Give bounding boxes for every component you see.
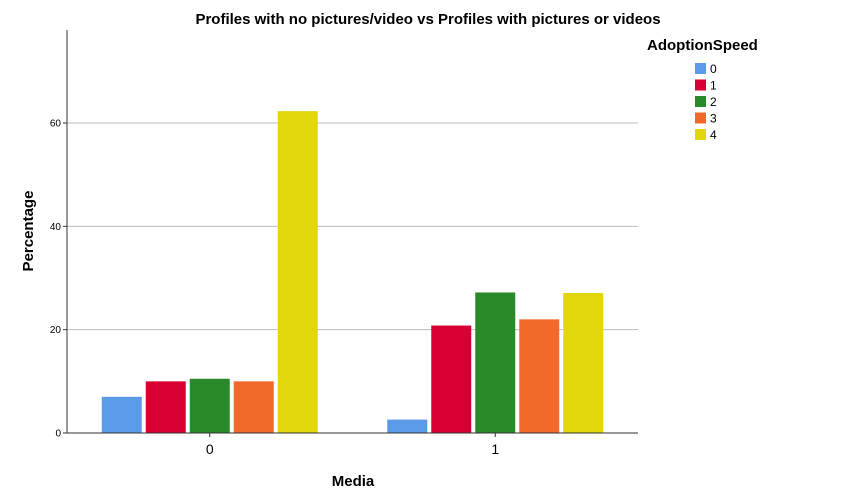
legend-label: 2 <box>710 95 717 109</box>
legend: AdoptionSpeed 0 1 2 3 4 <box>647 37 758 142</box>
legend-swatch <box>695 112 706 124</box>
bar-media-0-speed-2 <box>189 378 230 433</box>
bar-media-0-speed-0 <box>101 396 142 433</box>
legend-label: 4 <box>710 128 717 142</box>
legend-swatch <box>695 96 706 107</box>
bar-media-1-speed-3 <box>519 319 560 433</box>
legend-label: 1 <box>710 79 717 93</box>
x-axis-label: Media <box>332 473 375 490</box>
y-axis-label: Percentage <box>20 191 37 272</box>
y-tick-label: 40 <box>50 222 62 233</box>
legend-swatch <box>695 79 706 91</box>
y-tick-label: 60 <box>50 119 62 130</box>
legend-title: AdoptionSpeed <box>647 37 758 54</box>
bar-media-0-speed-1 <box>145 381 186 433</box>
legend-swatch <box>695 63 706 74</box>
bar-media-0-speed-4 <box>277 111 318 433</box>
legend-label: 0 <box>710 62 717 76</box>
bar-media-1-speed-4 <box>563 292 604 433</box>
y-axis-ticks: 0 20 40 60 <box>50 119 67 440</box>
bar-media-0-speed-3 <box>233 381 274 433</box>
y-tick-label: 0 <box>55 429 61 440</box>
legend-label: 3 <box>710 112 717 126</box>
gridlines <box>67 122 638 331</box>
bar-media-1-speed-0 <box>387 419 428 433</box>
chart-title: Profiles with no pictures/video vs Profi… <box>195 11 660 28</box>
x-tick-label: 0 <box>206 441 214 457</box>
x-tick-label: 1 <box>491 441 499 457</box>
legend-swatch <box>695 129 706 140</box>
bars <box>101 111 604 433</box>
bar-media-1-speed-1 <box>431 325 472 433</box>
y-tick-label: 20 <box>50 325 62 336</box>
bar-media-1-speed-2 <box>475 292 516 433</box>
